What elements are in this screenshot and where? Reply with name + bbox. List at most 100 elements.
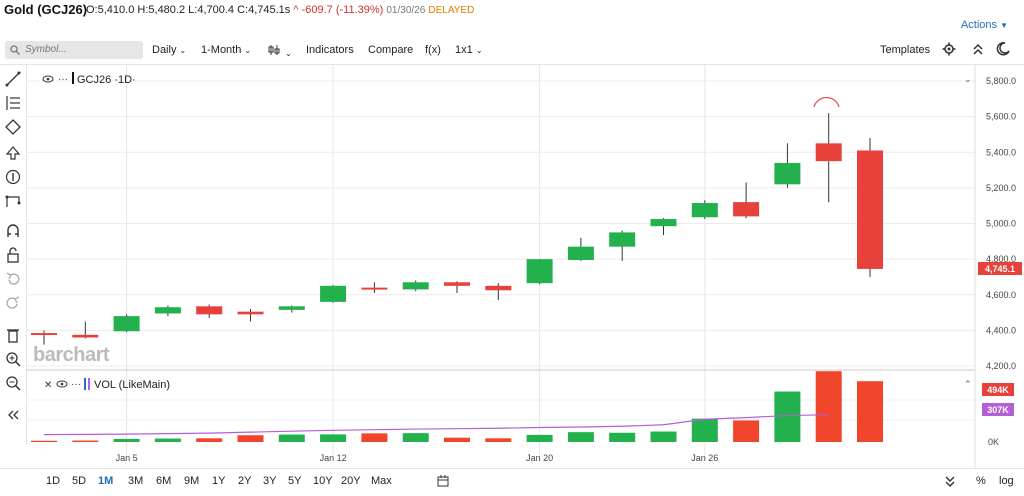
collapse-sidebar-icon[interactable] [5,407,21,423]
settings-gear-icon[interactable] [942,42,956,59]
range-button-6m[interactable]: 6M [156,475,172,487]
compare-button[interactable]: Compare [368,44,414,56]
scroll-down-icon[interactable] [944,475,956,487]
range-button-1m[interactable]: 1M [98,475,114,487]
caret-down-icon: ▼ [1000,21,1008,30]
range-button-9m[interactable]: 9M [184,475,200,487]
annotation-icon[interactable] [5,169,21,185]
templates-button[interactable]: Templates [880,44,931,56]
range-button-3m[interactable]: 3M [128,475,144,487]
more-dots-icon: ··· [58,74,68,85]
chevron-down-icon: ⌄ [475,46,483,55]
candle-body [361,287,388,290]
range-button-5d[interactable]: 5D [72,475,87,487]
volume-pane-header: ✕ ··· VOL (LikeMain) ⌃ [44,378,972,391]
shapes-icon[interactable] [5,119,21,135]
fx-button[interactable]: f(x) [425,44,441,56]
fibonacci-icon[interactable] [5,95,21,111]
close-pane-icon: ✕ [44,380,52,391]
dark-mode-moon-icon[interactable] [996,42,1010,59]
volume-bar [733,420,760,442]
date-tick-label: Jan 12 [320,453,347,463]
candle-body [72,334,99,338]
candle-body [691,203,718,218]
path-tool-icon[interactable] [5,193,21,209]
volume-bar [320,434,347,442]
layout-label: 1x1 [455,44,473,56]
zoom-in-icon[interactable] [5,351,21,367]
search-icon [10,45,20,55]
range-button-1d[interactable]: 1D [46,475,61,487]
range-button-20y[interactable]: 20Y [341,475,361,487]
volume-bar [31,440,57,442]
symbol-search[interactable] [5,41,143,59]
price-tick-label: 4,800.0 [986,254,1016,264]
symbol-input[interactable] [23,43,137,56]
range-button-2y[interactable]: 2Y [238,475,252,487]
price-tick-label: 5,800.0 [986,76,1016,86]
range-button-max[interactable]: Max [371,475,392,487]
chart-toolbar: Daily ⌄ 1-Month ⌄ ⌄ Indicators Compare f… [0,38,1024,65]
volume-bar [485,438,512,442]
range-button-3y[interactable]: 3Y [263,475,277,487]
actions-label: Actions [960,19,998,31]
eye-icon [42,75,54,83]
candle-body [402,282,429,290]
calendar-icon[interactable] [437,475,449,487]
redo-icon[interactable] [5,295,21,311]
log-scale-toggle[interactable]: log [999,475,1014,487]
open-value: O:5,410.0 [86,4,135,16]
volume-bar [609,432,636,442]
range-button-5y[interactable]: 5Y [288,475,302,487]
period-select[interactable]: 1-Month ⌄ [201,44,251,56]
chart-type-button[interactable]: ⌄ [268,44,292,59]
volume-bar [691,418,718,442]
actions-menu[interactable]: Actions ▼ [961,19,1008,31]
price-tick-label: 4,400.0 [986,325,1016,335]
interval-select[interactable]: Daily ⌄ [152,44,186,56]
avg-volume-tag-text: 307K [987,405,1009,415]
volume-bar [361,433,388,442]
volume-bar [567,432,594,442]
close-value: C:4,745.1s [237,4,291,16]
indicators-button[interactable]: Indicators [306,44,354,56]
candle-body [526,259,553,284]
volume-tag [982,383,1014,396]
candle-body [857,150,883,269]
volume-bar [857,381,883,442]
interval-label: Daily [152,44,177,56]
volume-zero-label: 0K [988,437,999,447]
last-price-tag [978,262,1022,275]
percent-scale-toggle[interactable]: % [976,475,986,487]
candles-layer [31,113,883,345]
avg-volume-tag [982,403,1014,416]
layout-select[interactable]: 1x1 ⌄ [455,44,483,56]
candle-body [113,316,140,332]
range-button-10y[interactable]: 10Y [313,475,333,487]
chart-grid [26,65,975,460]
high-value: H:5,480.2 [137,4,186,16]
collapse-chevrons-icon[interactable] [972,42,984,59]
trendline-icon[interactable] [5,71,21,87]
volume-bar [650,431,677,442]
low-value: L:4,700.4 [188,4,235,16]
undo-icon[interactable] [5,271,21,287]
lock-icon[interactable] [5,247,21,263]
zoom-out-icon[interactable] [5,375,21,391]
volume-bar [278,434,305,442]
price-pane-header: ··· GCJ26 ·1D· ⌄ [42,72,972,86]
magnet-icon[interactable] [5,223,21,239]
arrow-up-icon[interactable] [5,145,21,161]
avg-volume-line [43,414,829,436]
range-button-1y[interactable]: 1Y [212,475,226,487]
volume-bar [444,437,470,442]
date-tick-label: Jan 20 [526,453,553,463]
chevron-down-icon: ⌄ [244,46,252,55]
more-dots-icon: ··· [71,379,81,390]
trash-icon[interactable] [5,327,21,343]
volume-bar [526,434,553,442]
price-pane-label: GCJ26 ·1D· [77,74,136,86]
price-tick-label: 5,000.0 [986,219,1016,229]
candle-body [154,307,181,314]
